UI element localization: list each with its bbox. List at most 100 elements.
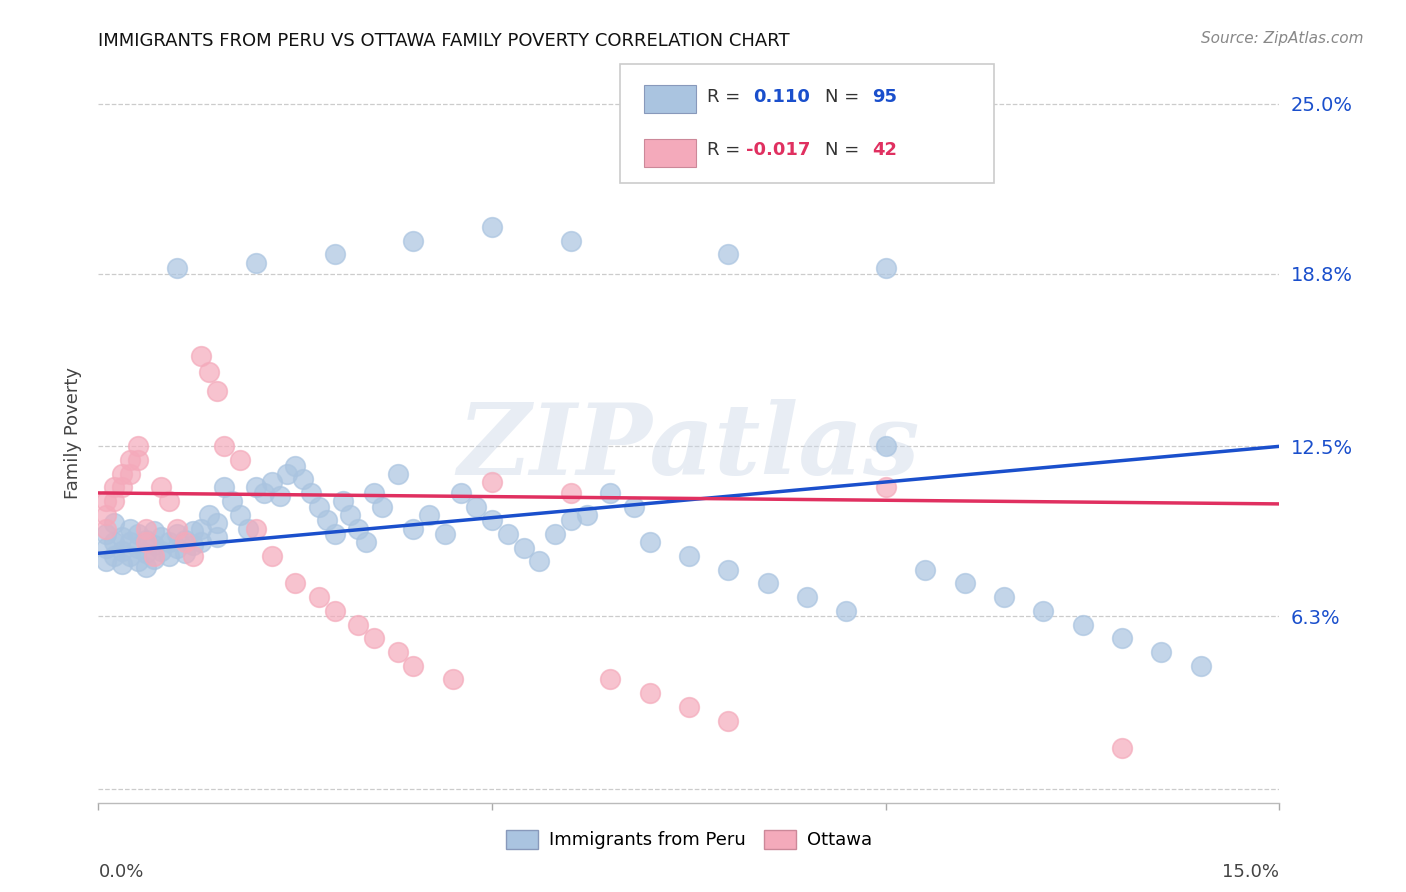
Point [402, 658, 425, 673]
Point [512, 541, 534, 555]
Point [229, 453, 252, 467]
Point [323, 527, 346, 541]
Point [118, 535, 141, 549]
Point [717, 563, 740, 577]
Point [166, 522, 188, 536]
Text: ZIPatlas: ZIPatlas [458, 400, 920, 496]
Point [308, 590, 330, 604]
Point [260, 475, 283, 489]
Point [96, 541, 118, 555]
Point [111, 480, 134, 494]
Point [993, 590, 1015, 604]
Point [142, 524, 165, 539]
Point [623, 500, 645, 514]
Point [135, 533, 157, 547]
Point [529, 554, 551, 568]
Point [371, 500, 394, 514]
Point [875, 261, 897, 276]
Point [299, 486, 322, 500]
Text: 0.0%: 0.0% [98, 863, 143, 881]
Point [135, 560, 157, 574]
Point [236, 522, 259, 536]
Point [150, 480, 173, 494]
Point [142, 538, 165, 552]
Text: N =: N = [825, 141, 859, 160]
Point [465, 500, 488, 514]
Point [481, 219, 503, 234]
Text: R =: R = [707, 141, 740, 160]
Point [678, 549, 700, 563]
Point [560, 234, 582, 248]
Point [402, 522, 425, 536]
Point [96, 527, 118, 541]
Point [402, 234, 425, 248]
Point [339, 508, 361, 522]
Point [214, 439, 236, 453]
Point [103, 516, 125, 530]
Point [347, 522, 370, 536]
Point [174, 535, 197, 549]
Text: -0.017: -0.017 [745, 141, 810, 160]
Point [181, 549, 204, 563]
Point [560, 486, 582, 500]
Point [1150, 645, 1173, 659]
Point [914, 563, 936, 577]
Point [118, 453, 141, 467]
Point [229, 508, 252, 522]
Point [174, 533, 197, 547]
Point [292, 472, 315, 486]
Text: R =: R = [707, 87, 740, 105]
Point [269, 489, 291, 503]
Text: 15.0%: 15.0% [1222, 863, 1279, 881]
Point [678, 699, 700, 714]
Point [441, 673, 464, 687]
Point [599, 486, 621, 500]
Point [347, 617, 370, 632]
Text: N =: N = [825, 87, 859, 105]
Point [174, 546, 197, 560]
Point [135, 546, 157, 560]
Point [245, 522, 267, 536]
Point [166, 261, 188, 276]
Point [157, 535, 180, 549]
Point [157, 494, 180, 508]
Point [103, 535, 125, 549]
Point [135, 535, 157, 549]
Point [387, 467, 409, 481]
Point [127, 453, 149, 467]
Point [135, 522, 157, 536]
Point [166, 541, 188, 555]
Point [190, 522, 212, 536]
Point [450, 486, 472, 500]
Point [157, 549, 180, 563]
Point [118, 522, 141, 536]
Point [166, 527, 188, 541]
Point [253, 486, 276, 500]
Point [245, 480, 267, 494]
Point [118, 467, 141, 481]
Point [127, 554, 149, 568]
Point [96, 522, 118, 536]
Text: Source: ZipAtlas.com: Source: ZipAtlas.com [1201, 31, 1364, 46]
Point [96, 508, 118, 522]
Point [103, 494, 125, 508]
Point [363, 632, 385, 646]
Point [433, 527, 456, 541]
Point [142, 549, 165, 563]
Point [111, 543, 134, 558]
Point [103, 549, 125, 563]
Point [1071, 617, 1094, 632]
Point [638, 535, 661, 549]
Text: 0.110: 0.110 [752, 87, 810, 105]
Point [418, 508, 440, 522]
Point [387, 645, 409, 659]
Point [181, 538, 204, 552]
Point [276, 467, 298, 481]
Point [1111, 741, 1133, 756]
FancyBboxPatch shape [620, 64, 994, 183]
Point [756, 576, 779, 591]
Point [245, 255, 267, 269]
Point [1032, 604, 1054, 618]
Point [717, 714, 740, 728]
Point [835, 604, 858, 618]
